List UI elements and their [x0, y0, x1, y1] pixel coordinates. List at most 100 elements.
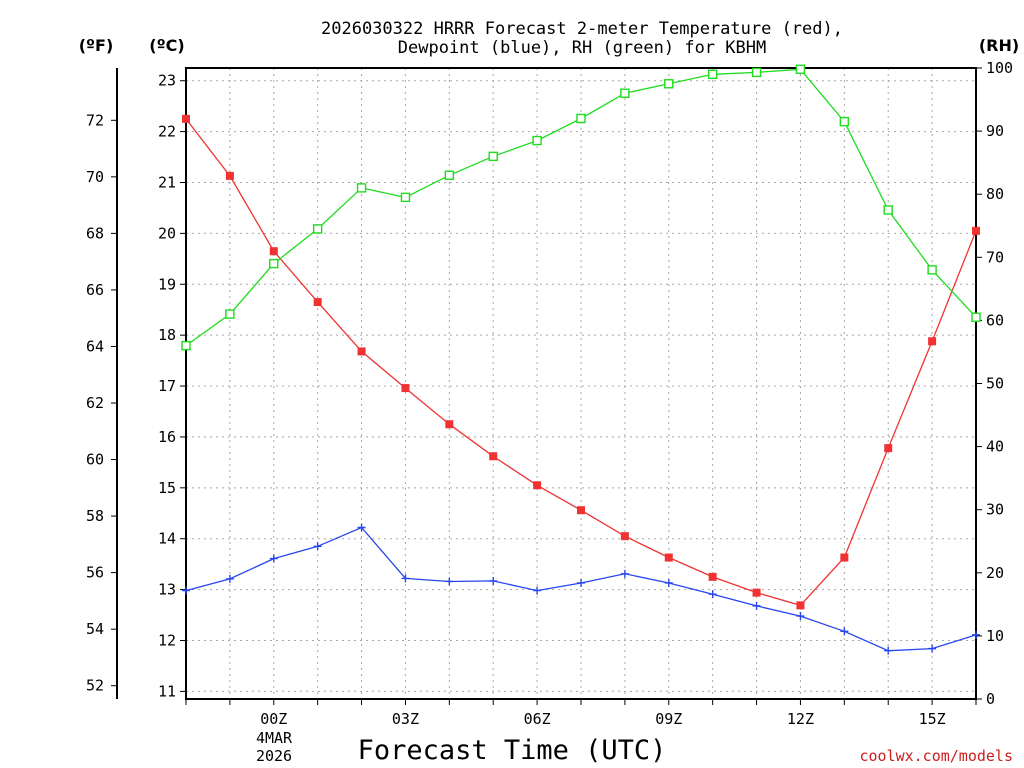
celsius-tick-label: 17 — [158, 377, 176, 395]
rh-unit-label: (RH) — [979, 36, 1019, 55]
temperature-point — [313, 298, 322, 307]
x-tick-label: 12Z — [787, 710, 814, 728]
dewpoint-point — [489, 576, 498, 585]
temperature-point — [533, 481, 542, 490]
rh-point — [751, 67, 762, 78]
x-tick-label: 06Z — [524, 710, 551, 728]
temperature-point — [840, 553, 849, 562]
dewpoint-point — [445, 577, 454, 586]
celsius-tick-label: 23 — [158, 72, 176, 90]
fahrenheit-tick-label: 54 — [86, 620, 104, 638]
rh-point — [971, 312, 981, 322]
dewpoint-point — [708, 590, 717, 599]
celsius-tick-label: 16 — [158, 428, 176, 446]
celsius-tick-label: 20 — [158, 224, 176, 242]
fahrenheit-tick-label: 64 — [86, 337, 104, 355]
fahrenheit-tick-label: 66 — [86, 281, 104, 299]
rh-tick-label: 100 — [986, 59, 1013, 77]
celsius-tick-label: 13 — [158, 581, 176, 599]
x-tick-label: 03Z — [392, 710, 419, 728]
temperature-point — [664, 553, 673, 562]
rh-point — [883, 205, 893, 215]
x-axis-title: Forecast Time (UTC) — [358, 735, 667, 766]
rh-tick-label: 20 — [986, 564, 1004, 582]
dewpoint-point — [840, 627, 849, 636]
rh-point — [400, 192, 411, 203]
fahrenheit-tick-label: 68 — [86, 224, 104, 242]
fahrenheit-tick-label: 58 — [86, 507, 104, 525]
temperature-point — [972, 226, 980, 235]
temperature-point — [752, 588, 761, 597]
x-tick-label: 15Z — [919, 710, 946, 728]
rh-tick-label: 80 — [986, 185, 1004, 203]
rh-tick-label: 50 — [986, 375, 1004, 393]
temperature-point — [269, 247, 278, 256]
celsius-tick-label: 22 — [158, 123, 176, 141]
rh-point — [356, 183, 367, 193]
dewpoint-point — [225, 574, 234, 583]
celsius-tick-label: 18 — [158, 326, 176, 344]
fahrenheit-tick-label: 60 — [86, 451, 104, 469]
dewpoint-point — [752, 601, 761, 610]
temperature-point — [796, 601, 805, 610]
rh-tick-label: 90 — [986, 122, 1004, 140]
fahrenheit-tick-label: 52 — [86, 677, 104, 695]
rh-point — [312, 224, 323, 234]
rh-point — [620, 88, 630, 98]
series-layer — [181, 64, 981, 655]
rh-tick-label: 10 — [986, 627, 1004, 645]
temperature-point — [357, 347, 366, 356]
plot-frame — [185, 67, 977, 700]
fahrenheit-unit-label: (ºF) — [79, 36, 114, 55]
temperature-point — [884, 444, 893, 453]
temperature-point — [182, 114, 190, 123]
rh-point — [444, 170, 455, 180]
rh-tick-label: 60 — [986, 311, 1004, 329]
dewpoint-point — [928, 644, 937, 653]
rh-point — [532, 135, 542, 146]
temperature-point — [928, 337, 937, 346]
temperature-point — [577, 506, 585, 515]
rh-tick-label: 40 — [986, 438, 1004, 456]
rh-point — [488, 151, 498, 162]
rh-point — [269, 258, 279, 269]
rh-tick-label: 0 — [986, 690, 995, 708]
celsius-unit-label: (ºC) — [149, 36, 184, 55]
date-label-year: 2026 — [256, 747, 292, 765]
fahrenheit-tick-label: 56 — [86, 564, 104, 582]
rh-point — [576, 113, 586, 124]
temperature-point — [620, 532, 629, 541]
celsius-tick-label: 11 — [158, 682, 176, 700]
rh-point — [839, 116, 850, 127]
date-label-month: 4MAR — [256, 729, 293, 747]
rh-point — [181, 340, 191, 351]
dewpoint-point — [357, 523, 366, 532]
celsius-tick-label: 12 — [158, 631, 176, 649]
rh-point — [795, 64, 806, 74]
dewpoint-point — [796, 612, 805, 621]
dewpoint-point — [664, 578, 673, 587]
dewpoint-point — [533, 586, 542, 595]
fahrenheit-tick-label: 72 — [86, 111, 104, 129]
celsius-tick-label: 21 — [158, 173, 176, 191]
grid-layer — [186, 68, 976, 699]
x-tick-label: 00Z — [260, 710, 287, 728]
rh-point — [707, 69, 718, 80]
dewpoint-point — [577, 578, 585, 587]
x-tick-label: 09Z — [655, 710, 682, 728]
chart-title-line1: 2026030322 HRRR Forecast 2-meter Tempera… — [321, 19, 843, 39]
temperature-point — [225, 171, 234, 180]
celsius-tick-label: 14 — [158, 530, 176, 548]
tick-layer: 11 12 13 14 15 16 17 18 19 20 21 22 23 52 54 56 58 60 62 64… — [86, 59, 1013, 728]
dewpoint-point — [972, 630, 980, 639]
dewpoint-point — [313, 542, 322, 551]
fahrenheit-tick-label: 70 — [86, 168, 104, 186]
rh-tick-label: 70 — [986, 248, 1004, 266]
fahrenheit-tick-label: 62 — [86, 394, 104, 412]
dewpoint-point — [884, 646, 893, 655]
temperature-point — [445, 420, 454, 429]
dewpoint-point — [269, 554, 278, 563]
celsius-tick-label: 15 — [158, 479, 176, 497]
dewpoint-point — [620, 569, 629, 578]
